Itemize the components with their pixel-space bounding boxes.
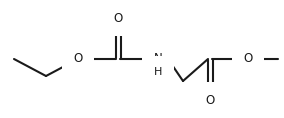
Text: O: O [243, 53, 253, 65]
Text: N: N [154, 53, 162, 65]
Text: O: O [73, 53, 83, 65]
Text: O: O [113, 11, 123, 25]
Text: H: H [154, 67, 162, 77]
Text: O: O [205, 93, 215, 107]
